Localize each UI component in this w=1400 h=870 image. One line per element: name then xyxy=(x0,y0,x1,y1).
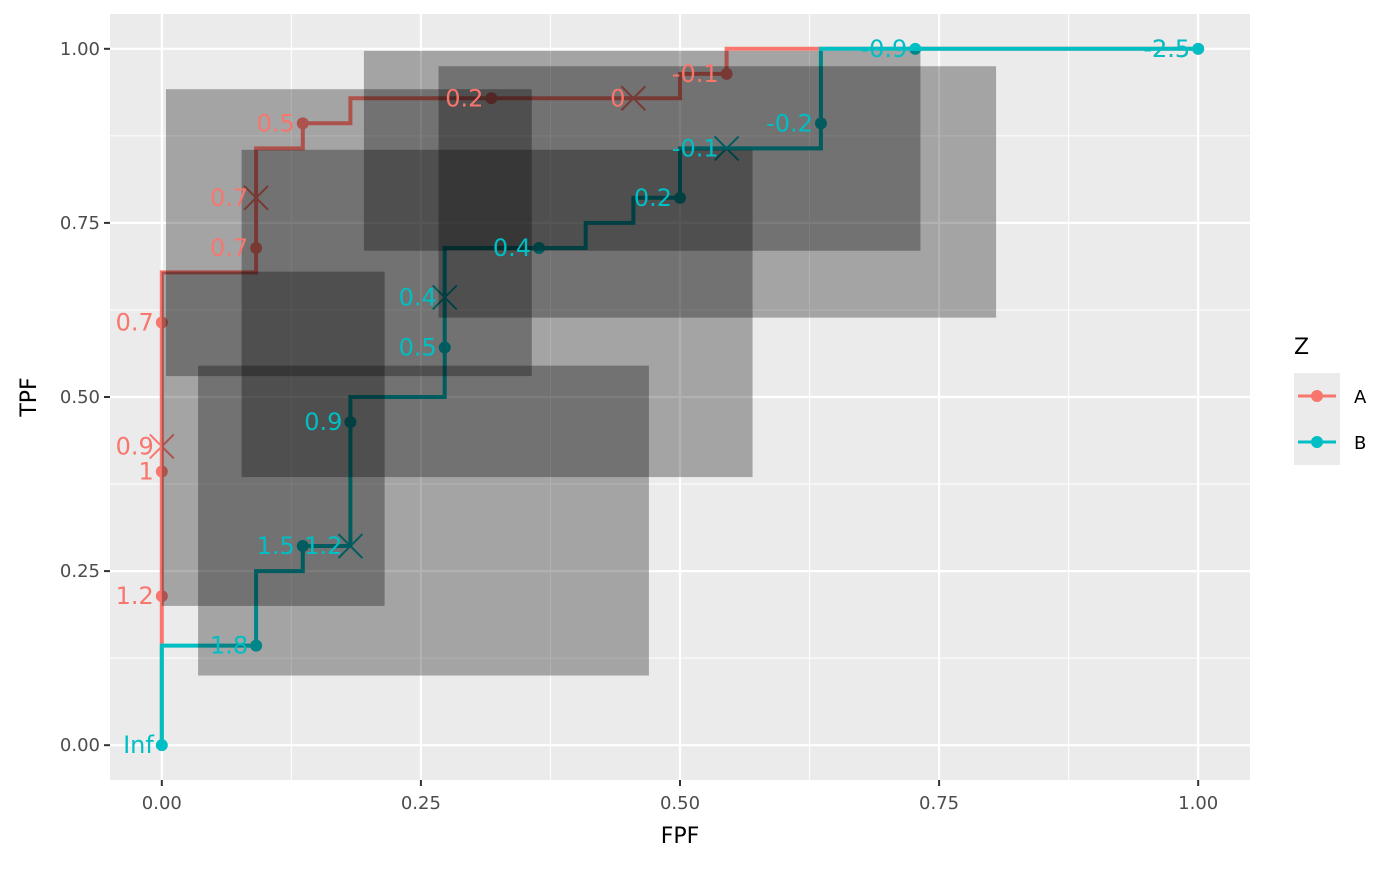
roc-cross-a xyxy=(620,85,647,111)
roc-point-b xyxy=(674,191,686,204)
point-label-b: -2.5 xyxy=(1143,35,1190,63)
cross-label-a: 0.9 xyxy=(116,432,154,460)
y-tick-label: 1.00 xyxy=(60,39,100,60)
roc-points xyxy=(149,42,1205,752)
roc-point-b xyxy=(814,117,827,130)
roc-point-b xyxy=(155,739,168,752)
roc-point-a xyxy=(155,465,168,478)
roc-line-a xyxy=(159,46,1199,746)
roc-point-a xyxy=(720,67,733,80)
x-axis-title: FPF xyxy=(661,824,700,849)
legend-title: Z xyxy=(1294,335,1309,360)
point-label-b: 0.2 xyxy=(634,184,672,212)
point-label-b: 1.8 xyxy=(210,632,248,660)
cross-label-b: 0.4 xyxy=(399,283,437,311)
confidence-region xyxy=(438,66,997,318)
cross-label-b: 1.2 xyxy=(304,532,342,560)
point-label-b: 0.5 xyxy=(399,334,437,362)
point-label-b: -0.2 xyxy=(766,109,813,137)
roc-lines xyxy=(159,46,1199,746)
point-label-a: 0.2 xyxy=(445,84,483,112)
legend-point-b xyxy=(1311,436,1323,448)
roc-cross-a xyxy=(149,433,175,460)
x-tick-label: 0.25 xyxy=(401,793,441,814)
roc-point-b xyxy=(250,639,263,652)
confidence-region xyxy=(363,50,921,251)
point-label-b: 0.9 xyxy=(304,408,342,436)
y-tick-label: 0.25 xyxy=(60,561,100,582)
y-tick-label: 0.75 xyxy=(60,213,100,234)
point-label-a: 0.7 xyxy=(210,234,248,262)
cross-label-a: 0 xyxy=(610,84,625,112)
roc-point-b xyxy=(533,241,546,254)
point-label-b: -0.9 xyxy=(860,35,907,63)
confidence-regions xyxy=(161,50,997,676)
roc-point-a xyxy=(485,92,498,105)
y-axis: 0.00 0.25 0.50 0.75 1.00 xyxy=(60,39,110,756)
legend-point-a xyxy=(1311,390,1323,402)
point-label-a: 0.7 xyxy=(116,308,154,336)
x-axis: 0.00 0.25 0.50 0.75 1.00 xyxy=(142,780,1218,814)
confidence-region xyxy=(241,149,753,478)
point-label-a: 1 xyxy=(139,458,154,486)
roc-cross-b xyxy=(337,533,364,559)
roc-point-a xyxy=(155,590,168,603)
x-tick-label: 1.00 xyxy=(1178,793,1218,814)
roc-point-a xyxy=(155,316,168,329)
roc-cross-b xyxy=(432,284,458,311)
roc-point-b xyxy=(344,416,357,429)
confidence-region xyxy=(165,89,532,377)
roc-line-b xyxy=(159,46,1199,746)
point-label-a: 0.5 xyxy=(257,109,295,137)
roc-point-a xyxy=(296,117,309,130)
roc-point-b xyxy=(909,42,922,55)
point-label-a: -2.5 xyxy=(1143,35,1190,63)
legend-label-a: A xyxy=(1354,387,1367,408)
roc-point-b xyxy=(438,341,451,354)
point-label-b: Inf xyxy=(123,731,154,759)
roc-point-b xyxy=(296,540,309,553)
point-label-b: 1.5 xyxy=(257,532,295,560)
cross-label-b: -0.1 xyxy=(672,134,719,162)
point-label-b: 0.4 xyxy=(493,234,531,262)
legend-label-b: B xyxy=(1354,433,1366,454)
x-tick-label: 0.50 xyxy=(660,793,700,814)
point-labels: 1.210.70.70.50.2-0.1-2.50.90.70Inf1.81.5… xyxy=(116,35,1191,759)
roc-cross-a xyxy=(243,185,269,211)
roc-point-a xyxy=(250,241,263,254)
y-tick-label: 0.00 xyxy=(60,735,100,756)
cross-label-a: 0.7 xyxy=(210,184,248,212)
confidence-region xyxy=(161,271,385,606)
x-tick-label: 0.00 xyxy=(142,793,182,814)
y-tick-label: 0.50 xyxy=(60,387,100,408)
y-axis-title: TPF xyxy=(17,377,42,417)
point-label-a: -0.1 xyxy=(672,60,719,88)
x-tick-label: 0.75 xyxy=(919,793,959,814)
roc-cross-b xyxy=(713,135,740,162)
point-label-a: 1.2 xyxy=(116,582,154,610)
legend: Z A B xyxy=(1294,335,1367,465)
confidence-region xyxy=(198,365,649,676)
roc-point-b xyxy=(1192,42,1205,55)
